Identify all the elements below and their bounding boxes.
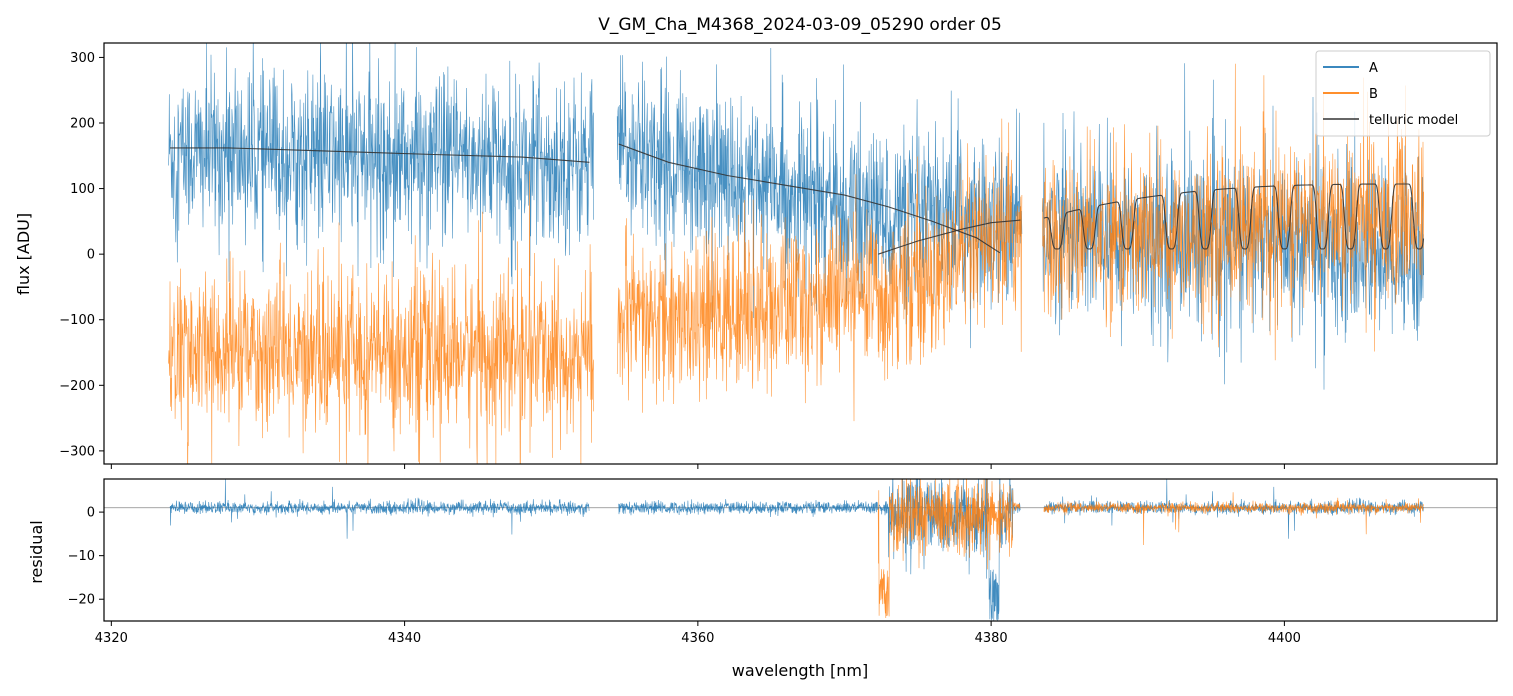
residual-ytick-label: −20 [68,593,95,608]
flux-ytick-label: 100 [70,182,95,197]
flux-ytick-label: −100 [59,313,95,328]
series-b-line [1042,63,1424,361]
residual-xtick-label: 4400 [1268,631,1301,646]
residual-plot-area [104,479,1497,621]
series-b-line [616,118,1023,422]
flux-panel: 300 200 100 0 −100 −200 −300 flux [ADU] A B te… [14,42,1498,469]
residual-xtick-label: 4380 [975,631,1008,646]
legend-label-telluric: telluric model [1369,113,1458,128]
residual-b-line [877,479,1021,619]
legend-label-a: A [1369,61,1378,76]
residual-ytick-label: −10 [68,549,95,564]
residual-xtick-label: 4360 [681,631,714,646]
flux-ytick-label: 0 [87,248,95,263]
residual-plot-frame [103,478,1498,622]
telluric-model-line [618,143,1001,254]
residual-ylabel: residual [27,520,46,583]
series-a-line [616,47,1023,349]
legend: A B telluric model [1315,50,1491,137]
residual-xtick-label: 4340 [388,631,421,646]
residual-panel: 0 −10 −20 4320 4340 4360 4380 4400 residual wa… [27,478,1498,680]
series-a-line [168,43,594,285]
flux-ytick-label: 300 [70,51,95,66]
flux-ytick-label: −200 [59,379,95,394]
telluric-model-line [878,219,1021,255]
telluric-model-line [170,147,590,163]
residual-xtick-label: 4320 [95,631,128,646]
flux-ylabel: flux [ADU] [14,213,33,295]
residual-a-line [169,479,590,539]
flux-ytick-label: −300 [59,444,95,459]
residual-ytick-label: 0 [87,506,95,521]
residual-b-line [1043,492,1424,546]
flux-plot-frame [103,42,1498,465]
flux-ytick-label: 200 [70,117,95,132]
residual-xlabel: wavelength [nm] [732,661,869,680]
telluric-model-periodic-line [1043,183,1425,250]
legend-label-b: B [1369,87,1378,102]
legend-box [1315,50,1491,137]
chart-title: V_GM_Cha_M4368_2024-03-09_05290 order 05 [598,15,1002,35]
flux-plot-area [104,43,1497,464]
series-b-line [168,170,594,464]
